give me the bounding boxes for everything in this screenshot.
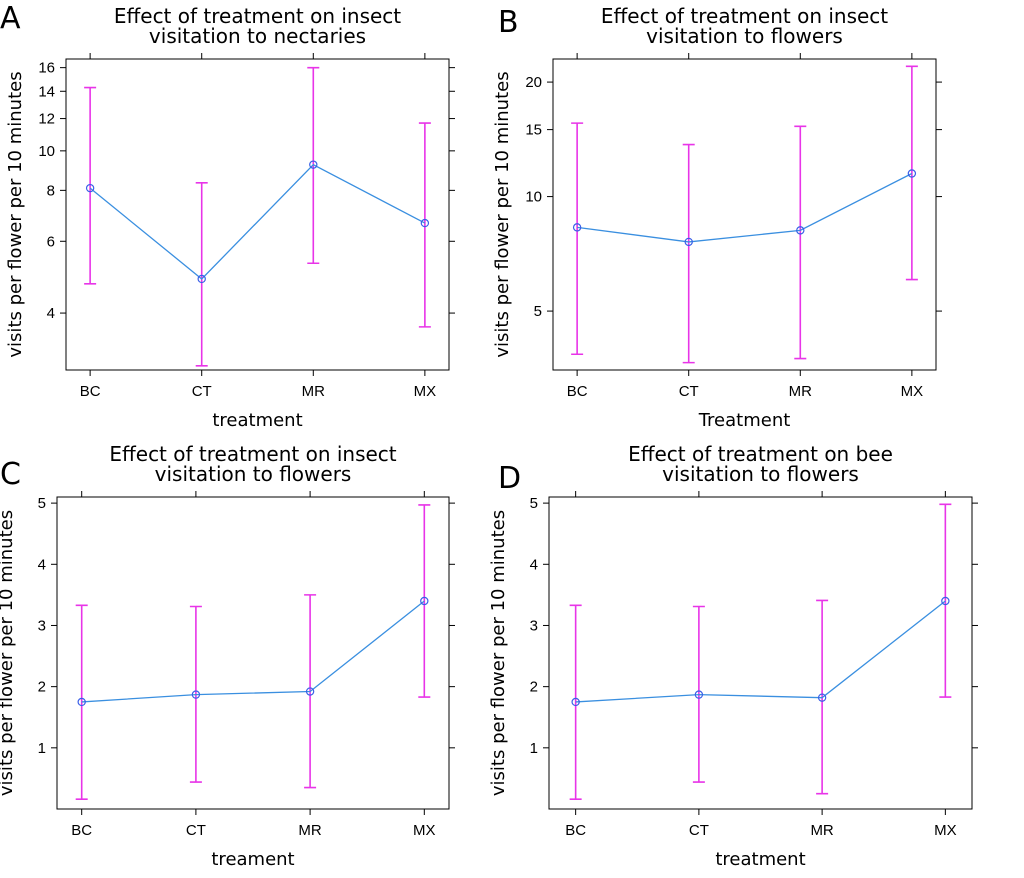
data-point-ct (191, 690, 201, 699)
panel-letter: D (498, 461, 521, 496)
chart-title-line: visitation to flowers (155, 462, 352, 486)
x-tick-label: BC (567, 383, 588, 400)
y-tick-label: 3 (38, 617, 46, 634)
y-tick-label: 4 (530, 556, 538, 573)
y-tick-label: 10 (525, 189, 542, 206)
x-tick-label: BC (565, 822, 586, 839)
y-tick-label: 2 (530, 679, 538, 696)
x-axis-label: treatment (715, 849, 805, 870)
error-bar-ct (682, 143, 695, 364)
y-axis-label: visits per flower per 10 minutes (0, 510, 17, 796)
x-tick-label: MR (810, 822, 833, 839)
x-axis-label: Treatment (698, 410, 791, 431)
chart-title-line: Effect of treatment on insect (601, 4, 888, 28)
data-point-mx (907, 169, 917, 178)
panel-letter: A (0, 1, 21, 36)
x-tick-label: MX (413, 822, 436, 839)
y-tick-label: 6 (47, 233, 55, 250)
error-bar-mx (418, 122, 431, 328)
data-point-bc (572, 223, 582, 232)
panel-c: C Effect of treatment on insectvisitation… (0, 442, 455, 870)
panel-letter: C (0, 457, 21, 492)
data-point-mr (796, 226, 805, 235)
data-point-mx (941, 596, 950, 606)
data-point-mr (817, 693, 827, 702)
x-tick-label: MR (302, 383, 325, 400)
plot-frame (552, 58, 937, 371)
x-tick-label: CT (192, 383, 212, 400)
chart-title-line: visitation to flowers (646, 24, 843, 48)
error-bar-mx (939, 503, 952, 698)
chart-title-line: visitation to nectaries (149, 24, 366, 48)
y-tick-label: 1 (38, 740, 46, 757)
y-axis-label: visits per flower per 10 minutes (488, 510, 509, 796)
data-point-bc (77, 697, 86, 707)
series-line (81, 600, 425, 703)
y-tick-label: 2 (38, 679, 46, 696)
panel-b: B Effect of treatment on insectvisitation… (492, 4, 942, 431)
y-tick-label: 14 (38, 83, 55, 100)
data-point-ct (684, 237, 693, 247)
y-tick-label: 4 (38, 556, 46, 573)
x-tick-label: CT (186, 822, 206, 839)
x-tick-label: MX (414, 383, 437, 400)
error-bar-bc (84, 86, 97, 285)
panel-a: A Effect of treatment on insectvisitation… (0, 1, 455, 431)
data-point-mx (420, 218, 430, 228)
y-tick-label: 4 (47, 305, 55, 322)
y-tick-label: 3 (530, 617, 538, 634)
chart-title-line: Effect of treatment on bee (628, 442, 893, 466)
series-line (577, 172, 913, 243)
plot-frame (548, 496, 973, 810)
data-point-ct (694, 690, 704, 699)
y-axis-label: visits per flower per 10 minutes (5, 71, 26, 357)
y-tick-label: 5 (38, 495, 46, 512)
data-point-mx (420, 596, 429, 606)
data-point-bc (85, 183, 95, 193)
y-tick-label: 12 (38, 111, 55, 128)
data-point-bc (571, 697, 580, 707)
x-tick-label: BC (71, 822, 92, 839)
data-point-mr (305, 687, 315, 696)
plot-frame (65, 58, 450, 371)
x-tick-label: CT (679, 383, 699, 400)
y-tick-label: 15 (525, 122, 542, 139)
y-tick-label: 1 (530, 740, 538, 757)
x-tick-label: MR (298, 822, 321, 839)
error-bar-ct (195, 181, 208, 367)
y-tick-label: 20 (525, 74, 542, 91)
plot-frame (56, 496, 450, 810)
error-bar-bc (75, 604, 88, 801)
x-tick-label: CT (689, 822, 709, 839)
y-tick-label: 8 (47, 182, 55, 199)
x-tick-label: BC (80, 383, 101, 400)
series-line (89, 163, 426, 280)
x-axis-label: treament (211, 849, 294, 870)
chart-title-line: Effect of treatment on insect (114, 4, 401, 28)
y-tick-label: 5 (530, 495, 538, 512)
data-point-mr (309, 160, 318, 169)
x-tick-label: MX (901, 383, 924, 400)
chart-title-line: Effect of treatment on insect (109, 442, 396, 466)
x-tick-label: MX (934, 822, 957, 839)
y-axis-label: visits per flower per 10 minutes (492, 71, 513, 357)
y-tick-label: 10 (38, 143, 55, 160)
error-bar-mx (905, 65, 918, 281)
x-axis-label: treatment (212, 410, 302, 431)
series-line (575, 600, 946, 703)
y-tick-label: 16 (38, 60, 55, 77)
y-tick-label: 5 (534, 303, 542, 320)
error-bar-mr (794, 125, 807, 360)
panel-letter: B (498, 5, 519, 40)
chart-title-line: visitation to flowers (662, 462, 859, 486)
data-point-ct (197, 274, 206, 284)
error-bar-bc (571, 122, 584, 356)
error-bar-bc (569, 604, 582, 801)
x-tick-label: MR (789, 383, 812, 400)
